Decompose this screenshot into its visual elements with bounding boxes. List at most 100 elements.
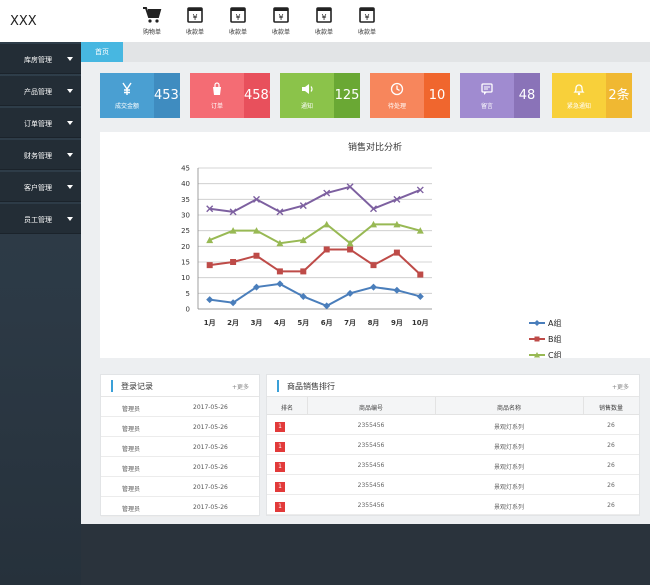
login-record-row: 管理员 2017-05-26 [101, 477, 259, 497]
data-point [276, 280, 284, 288]
card-icon-area: 留言 [460, 73, 514, 118]
login-user: 管理员 [122, 466, 141, 473]
card-icon-area: 通知 [280, 73, 334, 118]
sidebar-item-label: 客户管理 [24, 184, 52, 192]
toolbar-receipt-button[interactable]: ¥ 收款单 [352, 6, 382, 36]
stat-card-orders[interactable]: 订单 4589 [190, 73, 270, 118]
rank-badge: 1 [275, 482, 285, 492]
data-point [253, 283, 260, 291]
stat-card-notices[interactable]: 通知 125 [280, 73, 360, 118]
data-point [206, 262, 213, 269]
y-tick-label: 0 [186, 306, 190, 314]
data-point [393, 249, 400, 256]
column-divider [435, 397, 436, 415]
data-point [229, 227, 237, 234]
card-icon-area: 紧急通知 [552, 73, 606, 118]
toolbar-label: 收款单 [314, 29, 333, 36]
more-link[interactable]: +更多 [611, 384, 629, 391]
legend-label: C组 [548, 350, 562, 358]
toolbar-cart-button[interactable]: 购物单 [137, 6, 167, 36]
toolbar-receipt-button[interactable]: ¥ 收款单 [309, 6, 339, 36]
sales-chart-panel: 销售对比分析 0 5 10 15 20 25 30 35 40 45 1月 2月 3月 4月 5月 6月 7月 8… [100, 132, 650, 358]
data-point [206, 205, 214, 213]
panel-title: 登录记录 [121, 382, 153, 391]
sidebar-item-label: 订单管理 [24, 120, 52, 128]
sidebar-item-staff[interactable]: 员工管理 [0, 204, 81, 234]
panel-title: 商品销售排行 [287, 382, 335, 391]
series-line [209, 185, 421, 213]
y-tick-label: 30 [181, 212, 190, 220]
svg-text:¥: ¥ [278, 13, 283, 22]
legend-label: B组 [548, 334, 562, 344]
receipt-icon: ¥ [359, 7, 375, 23]
sidebar-item-customers[interactable]: 客户管理 [0, 172, 81, 202]
sidebar-item-warehouse[interactable]: 库房管理 [0, 44, 81, 74]
data-point [370, 283, 377, 291]
login-user: 管理员 [122, 446, 141, 453]
card-value: 4589 [244, 73, 270, 118]
sidebar-item-label: 产品管理 [24, 88, 52, 96]
card-value: 125 [334, 73, 360, 118]
caret-down-icon [67, 217, 73, 221]
data-point [323, 220, 331, 228]
tab-home[interactable]: 首页 [81, 42, 123, 62]
data-point [370, 220, 377, 228]
card-value: 4536 [154, 73, 180, 118]
toolbar-receipt-button[interactable]: ¥ 收款单 [180, 6, 210, 36]
panel-accent-bar [277, 380, 279, 392]
sidebar: 库房管理 产品管理 订单管理 财务管理 客户管理 员工管理 [0, 42, 81, 585]
receipt-icon: ¥ [230, 7, 246, 23]
y-tick-label: 5 [186, 290, 190, 298]
toolbar-receipt-button[interactable]: ¥ 收款单 [223, 6, 253, 36]
stat-card-messages[interactable]: 留言 48 [460, 73, 540, 118]
y-tick-label: 40 [181, 180, 190, 188]
stat-card-pending[interactable]: 待处理 10 [370, 73, 450, 118]
sidebar-item-label: 财务管理 [24, 152, 52, 160]
login-user: 管理员 [122, 426, 141, 433]
data-point [393, 220, 401, 228]
column-divider [583, 397, 584, 415]
data-point [253, 252, 260, 259]
series-line [209, 282, 421, 307]
sidebar-item-products[interactable]: 产品管理 [0, 76, 81, 106]
sales-quantity: 26 [607, 482, 615, 489]
data-point [416, 292, 424, 300]
table-row: 1 2355456 景观灯系列 26 [267, 495, 639, 515]
data-point [229, 299, 237, 307]
data-point [416, 186, 424, 194]
data-point [393, 286, 401, 294]
data-point [276, 239, 284, 247]
app-logo: XXX [10, 14, 37, 29]
data-point [370, 262, 377, 269]
sales-quantity: 26 [607, 422, 615, 429]
stat-card-revenue[interactable]: 成交金额 4536 [100, 73, 180, 118]
sidebar-item-finance[interactable]: 财务管理 [0, 140, 81, 170]
card-value: 10 [424, 73, 450, 118]
sidebar-item-orders[interactable]: 订单管理 [0, 108, 81, 138]
caret-down-icon [67, 121, 73, 125]
data-point [253, 195, 260, 203]
login-date: 2017-05-26 [193, 444, 228, 451]
yen-icon [122, 82, 132, 95]
card-icon-area: 订单 [190, 73, 244, 118]
more-link[interactable]: +更多 [231, 384, 249, 391]
cart-icon [143, 7, 162, 23]
toolbar-label: 收款单 [228, 29, 247, 36]
login-record-row: 管理员 2017-05-26 [101, 497, 259, 517]
data-point [346, 289, 354, 297]
table-row: 1 2355456 景观灯系列 26 [267, 455, 639, 475]
y-tick-label: 20 [181, 243, 190, 251]
rank-badge: 1 [275, 502, 285, 512]
caret-down-icon [67, 57, 73, 61]
rank-badge: 1 [275, 442, 285, 452]
card-label: 通知 [300, 103, 313, 110]
toolbar-receipt-button[interactable]: ¥ 收款单 [266, 6, 296, 36]
data-point [347, 246, 354, 253]
card-value: 48 [514, 73, 540, 118]
data-point [299, 292, 307, 300]
data-point [346, 183, 354, 191]
legend-marker [534, 352, 540, 358]
stat-card-urgent[interactable]: 紧急通知 2条 [552, 73, 632, 118]
login-date: 2017-05-26 [193, 464, 228, 471]
rank-badge: 1 [275, 462, 285, 472]
